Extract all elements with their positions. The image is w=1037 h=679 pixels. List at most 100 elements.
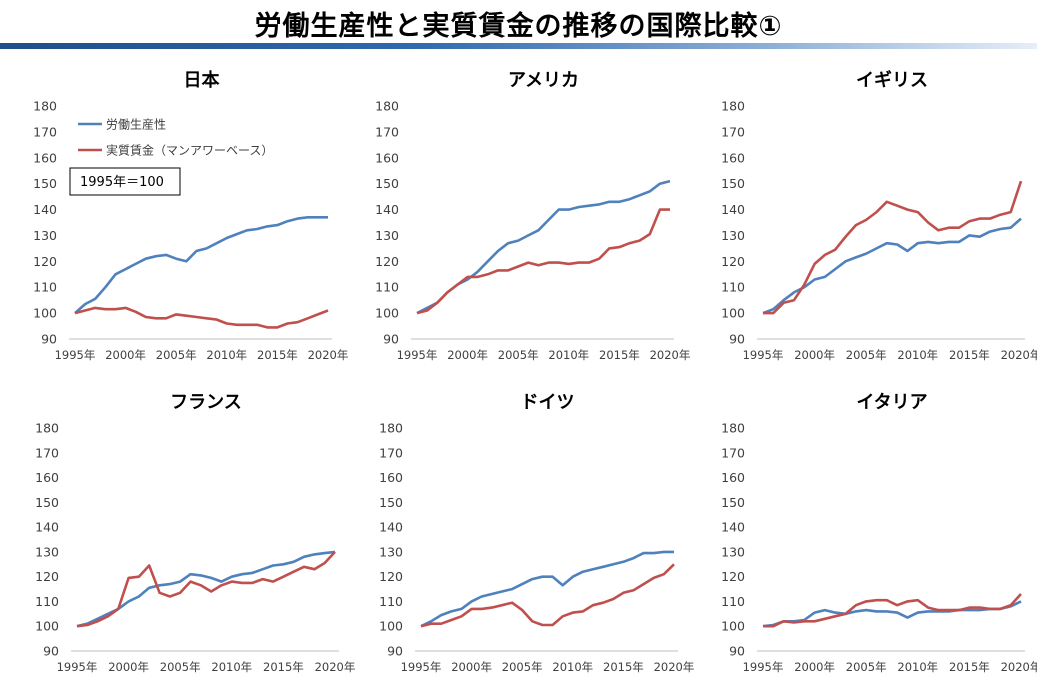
y-tick-label: 100	[375, 306, 399, 321]
y-tick-label: 180	[33, 99, 57, 114]
x-tick-label: 2020年	[315, 660, 356, 674]
x-tick-label: 2010年	[206, 348, 247, 362]
x-tick-label: 2005年	[498, 348, 539, 362]
y-tick-label: 150	[33, 176, 57, 191]
productivity-line	[74, 216, 328, 315]
panel-title: ドイツ	[521, 392, 575, 413]
y-tick-label: 110	[721, 594, 745, 609]
panel-title: イギリス	[856, 70, 928, 91]
x-tick-label: 1995年	[401, 660, 442, 674]
x-tick-label: 2005年	[846, 660, 887, 674]
x-tick-label: 2015年	[263, 660, 304, 674]
wage-line	[76, 551, 336, 628]
y-tick-label: 160	[35, 470, 59, 485]
y-tick-label: 180	[35, 421, 59, 436]
y-tick-label: 110	[35, 594, 59, 609]
y-tick-label: 130	[721, 228, 745, 243]
panel-title: フランス	[170, 392, 242, 413]
x-tick-label: 2020年	[654, 660, 695, 674]
chart-uk: イギリス 90 100 110 120 130 140 150 160 170 180 1995年 20…	[721, 70, 1037, 362]
y-tick-label: 140	[33, 202, 57, 217]
y-tick-label: 180	[721, 421, 745, 436]
x-tick-label: 2015年	[949, 660, 990, 674]
x-tick-label: 2005年	[502, 660, 543, 674]
x-tick-label: 1995年	[55, 348, 96, 362]
y-tick-label: 160	[721, 150, 745, 165]
x-tick-label: 2020年	[650, 348, 691, 362]
x-tick-label: 2010年	[548, 348, 589, 362]
wage-line	[763, 180, 1023, 315]
y-tick-label: 180	[379, 421, 403, 436]
y-tick-label: 90	[383, 332, 399, 347]
productivity-line	[416, 179, 671, 315]
panel-title: 日本	[184, 69, 220, 91]
legend-label-productivity: 労働生産性	[106, 117, 166, 132]
wage-line	[74, 306, 329, 329]
y-tick-label: 150	[379, 495, 403, 510]
y-tick-label: 100	[721, 619, 745, 634]
panel-title: イタリア	[856, 392, 927, 413]
panel-title: アメリカ	[508, 70, 579, 91]
productivity-line	[762, 217, 1022, 315]
y-tick-label: 110	[721, 280, 745, 295]
wage-line	[420, 563, 675, 628]
y-tick-label: 150	[375, 176, 399, 191]
y-tick-label: 90	[41, 332, 57, 347]
y-tick-label: 140	[35, 520, 59, 535]
y-tick-label: 170	[33, 124, 57, 139]
y-tick-label: 130	[33, 228, 57, 243]
y-tick-label: 110	[375, 280, 399, 295]
wage-line	[763, 593, 1022, 628]
y-tick-label: 170	[721, 445, 745, 460]
y-tick-label: 120	[35, 569, 59, 584]
y-tick-label: 90	[729, 644, 745, 659]
x-tick-label: 1995年	[397, 348, 438, 362]
y-tick-label: 90	[729, 332, 745, 347]
y-tick-label: 170	[721, 124, 745, 139]
y-tick-label: 140	[379, 520, 403, 535]
x-tick-label: 2010年	[897, 660, 938, 674]
x-tick-label: 2005年	[846, 348, 887, 362]
x-tick-label: 2000年	[108, 660, 149, 674]
y-tick-label: 110	[33, 280, 57, 295]
y-tick-label: 100	[35, 619, 59, 634]
y-tick-label: 100	[33, 306, 57, 321]
x-tick-label: 2010年	[211, 660, 252, 674]
x-tick-label: 2000年	[794, 660, 835, 674]
y-tick-label: 120	[379, 569, 403, 584]
y-tick-label: 160	[375, 150, 399, 165]
y-tick-label: 130	[35, 544, 59, 559]
y-tick-label: 100	[721, 306, 745, 321]
x-tick-label: 2000年	[794, 348, 835, 362]
y-tick-label: 120	[33, 254, 57, 269]
y-tick-label: 140	[721, 202, 745, 217]
wage-line	[416, 208, 670, 315]
productivity-line	[420, 550, 674, 628]
x-tick-label: 2000年	[447, 348, 488, 362]
x-tick-label: 2015年	[949, 348, 990, 362]
x-tick-label: 2020年	[1001, 660, 1037, 674]
x-tick-label: 2005年	[160, 660, 201, 674]
y-tick-label: 120	[721, 254, 745, 269]
x-tick-label: 2020年	[1001, 348, 1037, 362]
chart-italy: イタリア 90 100 110 120 130 140 150 160 170 180 1995年 20…	[721, 392, 1037, 674]
y-tick-label: 130	[379, 544, 403, 559]
y-tick-label: 170	[35, 445, 59, 460]
base-year-note: 1995年＝100	[80, 175, 164, 190]
x-tick-label: 2000年	[105, 348, 146, 362]
y-tick-label: 120	[721, 569, 745, 584]
y-tick-label: 110	[379, 594, 403, 609]
y-tick-label: 140	[375, 202, 399, 217]
y-tick-label: 180	[721, 99, 745, 114]
x-tick-label: 2020年	[308, 348, 349, 362]
x-tick-label: 2005年	[156, 348, 197, 362]
y-tick-label: 180	[375, 99, 399, 114]
productivity-line	[762, 600, 1022, 628]
y-tick-label: 120	[375, 254, 399, 269]
y-tick-label: 150	[721, 495, 745, 510]
x-tick-label: 2010年	[552, 660, 593, 674]
y-tick-label: 170	[379, 445, 403, 460]
x-tick-label: 2000年	[451, 660, 492, 674]
y-tick-label: 170	[375, 124, 399, 139]
y-tick-label: 150	[721, 176, 745, 191]
